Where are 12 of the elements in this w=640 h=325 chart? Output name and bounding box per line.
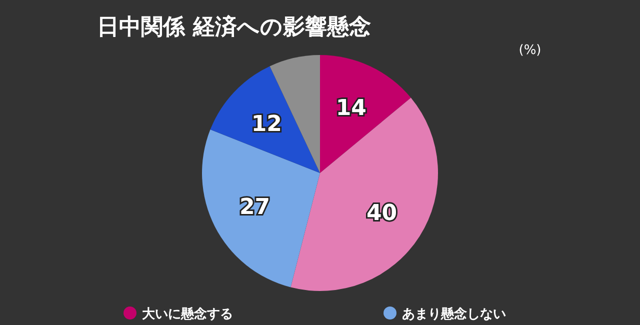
pie-slice bbox=[290, 98, 438, 291]
text: (%) bbox=[518, 43, 542, 58]
legend-label: あまり懸念しない bbox=[402, 306, 506, 322]
data-label: 27 bbox=[240, 195, 270, 220]
chart-title: 日中関係 経済への影響懸念 bbox=[97, 14, 371, 40]
legend-label: 大いに懸念する bbox=[142, 306, 233, 322]
pie-slice bbox=[210, 66, 320, 173]
data-label: 12 bbox=[251, 112, 282, 137]
data-label: 40 bbox=[366, 201, 398, 226]
pie-slice bbox=[202, 130, 320, 288]
data-label: 14 bbox=[336, 96, 366, 121]
pie-slice bbox=[320, 55, 411, 173]
